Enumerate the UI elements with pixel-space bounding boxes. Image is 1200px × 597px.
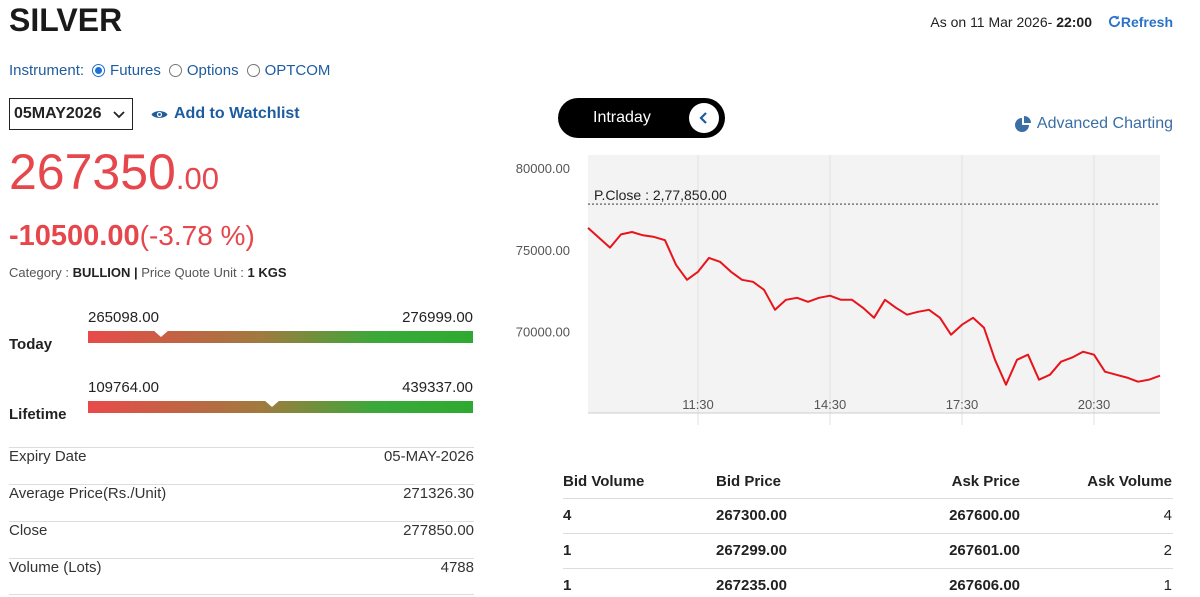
order-book-line — [563, 498, 1173, 499]
order-book-cell: 1 — [1163, 577, 1172, 594]
order-book-cell: 267235.00 — [716, 577, 787, 594]
unit-label: Price Quote Unit : — [141, 265, 244, 280]
detail-row: Average Price(Rs./Unit) 271326.30 — [9, 484, 474, 521]
intraday-toggle[interactable]: Intraday — [558, 98, 725, 138]
order-book-line — [563, 568, 1173, 569]
detail-label: Volume (Lots) — [9, 559, 102, 576]
order-book-header: Bid Price — [716, 473, 782, 490]
toggle-knob — [689, 103, 719, 133]
title: SILVER — [9, 2, 123, 38]
range-label: Lifetime — [9, 406, 67, 423]
price-decimal: .00 — [175, 161, 219, 196]
range-marker — [152, 330, 169, 337]
range-high: 439337.00 — [402, 379, 473, 396]
detail-row: Close 277850.00 — [9, 521, 474, 558]
category-label: Category : — [9, 265, 69, 280]
expiry-select[interactable]: 05MAY2026 — [9, 98, 133, 130]
range-low: 265098.00 — [88, 309, 159, 326]
order-book-cell: 267601.00 — [949, 542, 1020, 559]
order-book-cell: 267600.00 — [949, 507, 1020, 524]
order-book-cell: 267300.00 — [716, 507, 787, 524]
detail-row: Volume (Lots) 4788 — [9, 558, 474, 595]
x-tick-label: 20:30 — [1078, 397, 1111, 412]
detail-label: Average Price(Rs./Unit) — [9, 485, 167, 502]
refresh-icon — [1108, 15, 1120, 28]
category: BULLION | — [72, 265, 138, 280]
range-bar — [88, 330, 473, 343]
watchlist-label[interactable]: Add to Watchlist — [174, 105, 300, 122]
change: -10500.00 — [9, 220, 140, 252]
order-book-cell: 267606.00 — [949, 577, 1020, 594]
x-tick-label: 11:30 — [682, 397, 714, 412]
radio[interactable] — [246, 64, 260, 77]
instrument-label: Instrument: — [9, 62, 85, 79]
pie-icon — [1014, 116, 1031, 132]
toggle-label[interactable]: Intraday — [593, 109, 651, 126]
option-label[interactable]: Futures — [110, 62, 161, 79]
order-book-header: Bid Volume — [563, 473, 645, 490]
range-bar — [88, 400, 473, 413]
option-label[interactable]: Options — [186, 62, 239, 79]
order-book-header: Ask Price — [951, 473, 1020, 490]
y-tick-label: 270000.00 — [516, 325, 570, 340]
advanced-charting-link[interactable]: Advanced Charting — [1014, 115, 1173, 133]
detail-label: Close — [9, 522, 48, 539]
change-percent: (-3.78 %) — [139, 220, 255, 251]
price-line — [587, 227, 1161, 386]
detail-row: Expiry Date 05-MAY-2026 — [9, 447, 474, 484]
order-book-cell: 4 — [563, 507, 572, 524]
detail-value: 277850.00 — [403, 522, 474, 539]
advanced-label[interactable]: Advanced Charting — [1036, 115, 1173, 132]
detail-bottom-line — [9, 594, 474, 595]
intraday-chart: 280000.00 275000.00 270000.00 11:30 14:30 17:… — [516, 155, 1161, 425]
price-change: -10500.00(-3.78 %) — [9, 220, 255, 253]
range-low: 109764.00 — [88, 379, 159, 396]
refresh-label[interactable]: Refresh — [1120, 14, 1173, 30]
plot-background — [588, 155, 1160, 413]
unit: 1 KGS — [247, 265, 287, 280]
detail-value: 4788 — [440, 559, 474, 576]
chevron-down — [113, 111, 125, 119]
as-on: As on 11 Mar 2026- 22:00 — [930, 14, 1092, 30]
order-book-cell: 1 — [563, 542, 572, 559]
option-label[interactable]: OPTCOM — [264, 62, 331, 79]
detail-value: 271326.30 — [403, 485, 474, 502]
order-book-cell: 2 — [1163, 542, 1172, 559]
radio[interactable] — [92, 64, 106, 77]
watchlist-link[interactable]: Add to Watchlist — [151, 105, 300, 123]
x-tick-label: 14:30 — [814, 397, 847, 412]
order-book-cell: 267299.00 — [716, 542, 787, 559]
radio[interactable] — [168, 64, 182, 77]
prev-close-label: P.Close : 2,77,850.00 — [594, 187, 727, 203]
range-label: Today — [9, 336, 53, 353]
as-on-label: As on 11 Mar 2026- — [930, 14, 1053, 30]
x-tick-label: 17:30 — [946, 397, 979, 412]
price-integer: 267350 — [9, 144, 176, 200]
instrument-row: Instrument: Futures Options OPTCOM — [9, 62, 330, 79]
eye-icon — [151, 110, 168, 118]
refresh-button[interactable]: Refresh — [1108, 14, 1173, 30]
y-tick-label: 280000.00 — [516, 161, 570, 176]
expiry-value[interactable]: 05MAY2026 — [14, 105, 102, 122]
range-high: 276999.00 — [402, 309, 473, 326]
order-book-cell: 4 — [1163, 507, 1172, 524]
as-on-time: 22:00 — [1056, 14, 1092, 30]
y-tick-label: 275000.00 — [516, 243, 570, 258]
last-price: 267350.00 — [9, 143, 219, 201]
detail-value: 05-MAY-2026 — [383, 448, 474, 465]
range-marker — [264, 400, 281, 407]
order-book-cell: 1 — [563, 577, 572, 594]
detail-label: Expiry Date — [9, 448, 87, 465]
order-book-line — [563, 533, 1173, 534]
category-line: Category : BULLION | Price Quote Unit : … — [9, 265, 287, 280]
order-book-header: Ask Volume — [1087, 473, 1172, 490]
